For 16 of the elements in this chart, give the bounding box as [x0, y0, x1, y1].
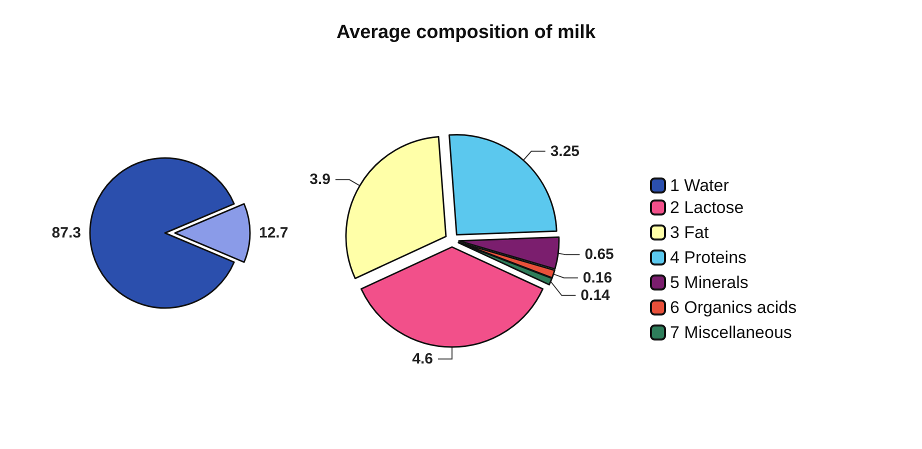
data-label: 0.14: [580, 286, 611, 304]
data-label: 3.9: [310, 171, 330, 188]
legend-label: 3 Fat: [670, 223, 710, 242]
legend-label: 4 Proteins: [670, 248, 747, 267]
chart-title: Average composition of milk: [336, 22, 596, 43]
data-label: 87.3: [52, 224, 81, 242]
legend-label: 5 Minerals: [670, 273, 748, 292]
data-label: 12.7: [259, 224, 288, 242]
legend-label: 7 Miscellaneous: [670, 323, 792, 342]
data-label: 0.65: [584, 246, 614, 264]
data-label: 3.25: [550, 142, 580, 160]
data-label: 4.6: [412, 350, 433, 368]
legend-label: 2 Lactose: [670, 198, 744, 217]
data-label: 0.16: [582, 269, 612, 286]
legend-label: 1 Water: [670, 176, 730, 195]
legend-label: 6 Organics acids: [670, 298, 797, 317]
